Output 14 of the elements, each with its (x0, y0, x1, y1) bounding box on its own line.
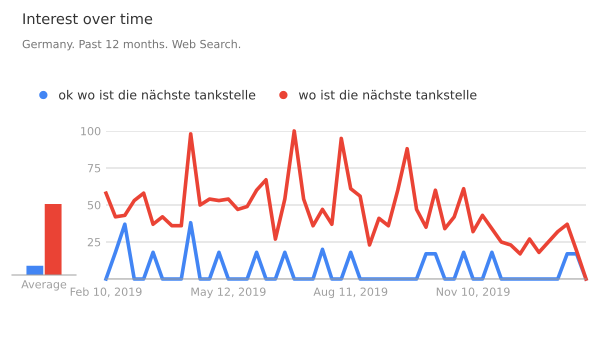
y-tick-label: 75 (88, 164, 100, 172)
y-tick-label: 50 (88, 200, 100, 210)
legend-label: ok wo ist die nächste tankstelle (59, 90, 256, 100)
chart-subtitle: Germany. Past 12 months. Web Search. (22, 40, 240, 50)
y-tick-label: 100 (81, 126, 100, 136)
chart-title: Interest over time (23, 12, 152, 24)
x-tick-label: Aug 11, 2019 (313, 288, 388, 298)
x-tick-label: Nov 10, 2019 (436, 288, 510, 298)
line-series (104, 129, 588, 281)
x-tick-label: May 12, 2019 (191, 288, 266, 298)
y-tick-label: 25 (88, 238, 100, 246)
legend-label: wo ist die nächste tankstelle (298, 90, 476, 100)
x-tick-label: Average (21, 280, 66, 291)
x-tick-label: Feb 10, 2019 (70, 287, 142, 298)
